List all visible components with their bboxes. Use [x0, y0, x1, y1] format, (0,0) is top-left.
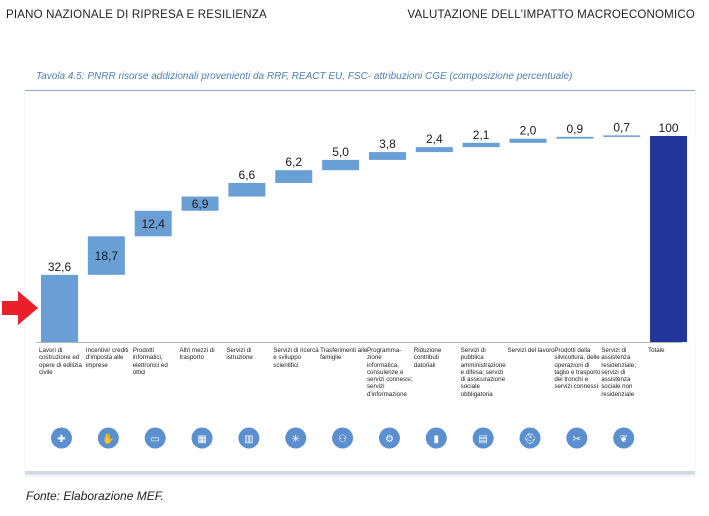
value-label-5: 6,6 [239, 168, 256, 182]
bar-14 [650, 136, 688, 342]
svg-text:⛑: ⛑ [524, 433, 537, 445]
bar-4 [181, 196, 219, 211]
bar-5 [228, 182, 266, 197]
category-label-6: Servizi di ricerca e sviluppo scientific… [273, 347, 319, 369]
svg-text:✂: ✂ [573, 434, 581, 445]
category-label-2: Incentivi/ crediti d'imposta alle impres… [85, 347, 129, 369]
value-label-14: 100 [659, 121, 679, 135]
value-label-2: 18,7 [95, 249, 119, 263]
category-label-8: Programma-zione informatica, consulenze … [366, 347, 413, 398]
svg-text:▮: ▮ [434, 434, 440, 445]
header-left: PIANO NAZIONALE DI RIPRESA E RESILIENZA [6, 9, 267, 21]
value-label-12: 0,9 [567, 122, 584, 136]
bus-icon: ▦ [191, 427, 213, 449]
svg-text:▥: ▥ [244, 434, 253, 445]
category-label-12: Prodotti della silvicoltura, delle opera… [554, 347, 601, 391]
saw-icon: ✂ [566, 427, 588, 449]
svg-text:▦: ▦ [197, 434, 206, 445]
value-label-13: 0,7 [613, 120, 630, 134]
category-label-11: Servizi del lavoro [507, 347, 555, 354]
svg-text:✋: ✋ [102, 432, 114, 445]
category-label-4: Altri mezzi di trasporto [179, 347, 215, 362]
bar-7 [322, 159, 360, 171]
value-label-10: 2,1 [473, 128, 490, 142]
svg-text:✳: ✳ [292, 434, 300, 445]
building-icon: ▤ [472, 427, 494, 449]
hand-coin-icon: ✋ [97, 427, 119, 449]
category-label-7: Trasferimenti alle famiglie [320, 347, 368, 362]
svg-text:⚇: ⚇ [338, 434, 347, 445]
header-right: VALUTAZIONE DELL'IMPATTO MACROECONOMICO [407, 9, 695, 21]
category-label-9: Riduzione contributi datoriali [413, 347, 442, 369]
value-label-11: 2,0 [520, 124, 537, 138]
svg-text:▭: ▭ [150, 434, 159, 445]
bar-3 [134, 210, 172, 237]
svg-text:❦: ❦ [620, 434, 628, 445]
lab-icon: ✳ [285, 427, 307, 449]
svg-text:▤: ▤ [478, 434, 487, 445]
bar-12 [556, 136, 594, 139]
source-note: Fonte: Elaborazione MEF. [26, 489, 164, 503]
monitor-icon: ▭ [144, 427, 166, 449]
bar-11 [509, 138, 547, 143]
bar-6 [275, 170, 313, 183]
bar-8 [368, 152, 406, 160]
value-label-4: 6,9 [192, 197, 209, 211]
svg-text:✚: ✚ [57, 434, 65, 445]
helmet-icon: ⛑ [519, 427, 541, 449]
red-arrow-icon [2, 291, 38, 325]
category-label-5: Servizi di istruzione [226, 347, 253, 362]
technician-icon: ⚙ [378, 427, 400, 449]
worker-icon: ✚ [51, 427, 72, 449]
value-label-1: 32,6 [48, 260, 72, 274]
svg-text:⚙: ⚙ [385, 434, 394, 445]
bar-1 [41, 274, 78, 342]
chart-caption: Tavola 4.5: PNRR risorse addizionali pro… [36, 71, 573, 82]
family-icon: ⚇ [332, 427, 354, 449]
value-label-9: 2,4 [426, 132, 443, 146]
factory-icon: ▮ [425, 427, 447, 449]
bar-2 [87, 236, 125, 275]
value-label-7: 5,0 [332, 145, 349, 159]
value-label-8: 3,8 [379, 137, 396, 151]
value-label-6: 6,2 [285, 155, 302, 169]
chart-panel [25, 90, 695, 474]
category-label-14: Totale [648, 347, 665, 354]
bar-9 [415, 147, 453, 153]
category-label-13: Servizi di assistenza residenziale; serv… [601, 347, 636, 398]
bar-10 [462, 142, 500, 148]
care-icon: ❦ [613, 427, 635, 449]
category-label-1: Lavori di costruzione ed opere di ediliz… [39, 347, 82, 376]
bar-13 [603, 135, 641, 137]
value-label-3: 12,4 [142, 217, 166, 231]
category-label-3: Prodotti informatici, elettronici ed ott… [132, 347, 168, 376]
category-label-10: Servizi di pubblica amministrazione e di… [460, 347, 506, 398]
books-icon: ▥ [238, 427, 260, 449]
